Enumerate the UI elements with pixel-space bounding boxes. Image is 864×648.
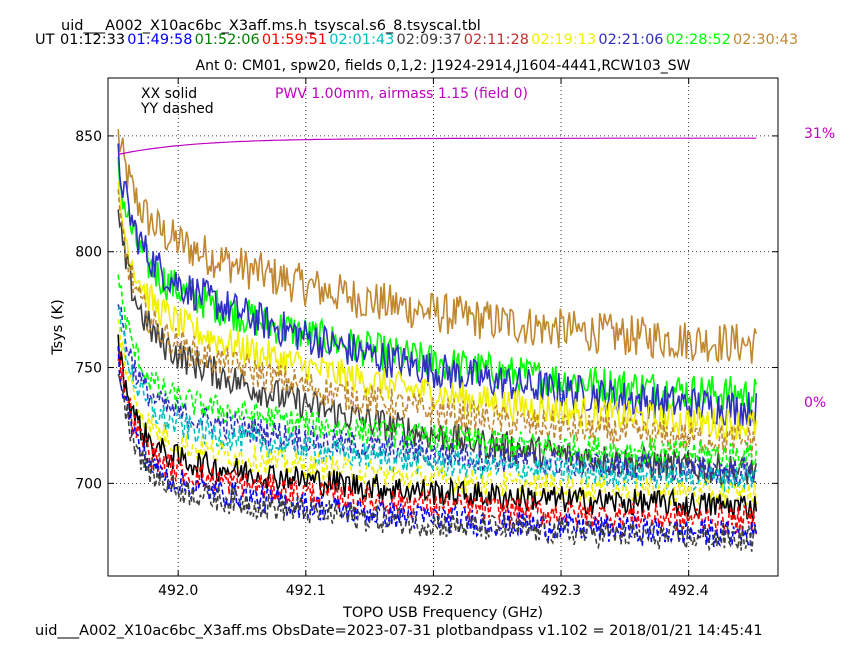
x-tick-label: 492.0 [158, 583, 198, 599]
chart-subtitle: Ant 0: CM01, spw20, fields 0,1,2: J1924-… [196, 58, 691, 74]
y-tick-label: 750 [75, 361, 102, 377]
time-label-1: 01:49:58 [127, 32, 192, 48]
series-line-1 [117, 156, 758, 413]
time-label-2: 01:52:06 [195, 32, 260, 48]
x-tick-label: 492.2 [413, 583, 453, 599]
series-line-4 [117, 209, 758, 487]
time-label-6: 02:11:28 [464, 32, 529, 48]
time-label-4: 02:01:43 [329, 32, 394, 48]
series-line-11 [117, 352, 758, 536]
series-line-2 [117, 143, 758, 427]
series-line-6 [117, 274, 758, 469]
x-tick-label: 492.1 [286, 583, 326, 599]
series-line-3 [117, 181, 758, 441]
series-line-7 [117, 304, 757, 485]
ut-label: UT [35, 32, 55, 48]
transmission-curve [118, 137, 757, 155]
legend-solid: XX solid [141, 86, 197, 102]
pwv-label: PWV 1.00mm, airmass 1.15 (field 0) [275, 86, 528, 102]
y-tick-label: 700 [75, 476, 102, 492]
time-label-10: 02:30:43 [733, 32, 798, 48]
series-group [117, 129, 758, 552]
y-tick-label: 800 [75, 245, 102, 261]
y-axis-label: Tsys (K) [50, 299, 66, 356]
x-tick-label: 492.4 [669, 583, 709, 599]
series-line-0 [117, 129, 758, 364]
plot-frame [107, 77, 779, 577]
right-axis-top-label: 31% [804, 126, 835, 142]
chart-title: uid___A002_X10ac6bc_X3aff.ms.h_tsyscal.s… [61, 18, 481, 34]
time-label-8: 02:21:06 [598, 32, 663, 48]
right-axis-bottom-label: 0% [804, 395, 826, 411]
y-tick-label: 850 [75, 129, 102, 145]
time-label-7: 02:19:13 [531, 32, 596, 48]
series-line-10 [117, 334, 758, 522]
series-line-13 [117, 374, 758, 552]
series-line-5 [117, 189, 758, 457]
x-axis-label: TOPO USB Frequency (GHz) [342, 605, 543, 621]
x-tick-label: 492.3 [541, 583, 581, 599]
time-legend: UT 01:12:33 01:49:58 01:52:06 01:59:51 02:01… [35, 32, 798, 48]
footer-text: uid___A002_X10ac6bc_X3aff.ms ObsDate=202… [35, 623, 763, 639]
time-label-9: 02:28:52 [666, 32, 731, 48]
series-line-9 [117, 319, 758, 508]
time-label-3: 01:59:51 [262, 32, 327, 48]
plot-area: 492.0 492.1 492.2 492.3 492.4 700 750 800 850 [75, 78, 778, 599]
time-label-0: 01:12:33 [60, 32, 125, 48]
legend-dashed: YY dashed [140, 101, 214, 117]
series-line-8 [117, 306, 758, 492]
time-label-5: 02:09:37 [397, 32, 462, 48]
